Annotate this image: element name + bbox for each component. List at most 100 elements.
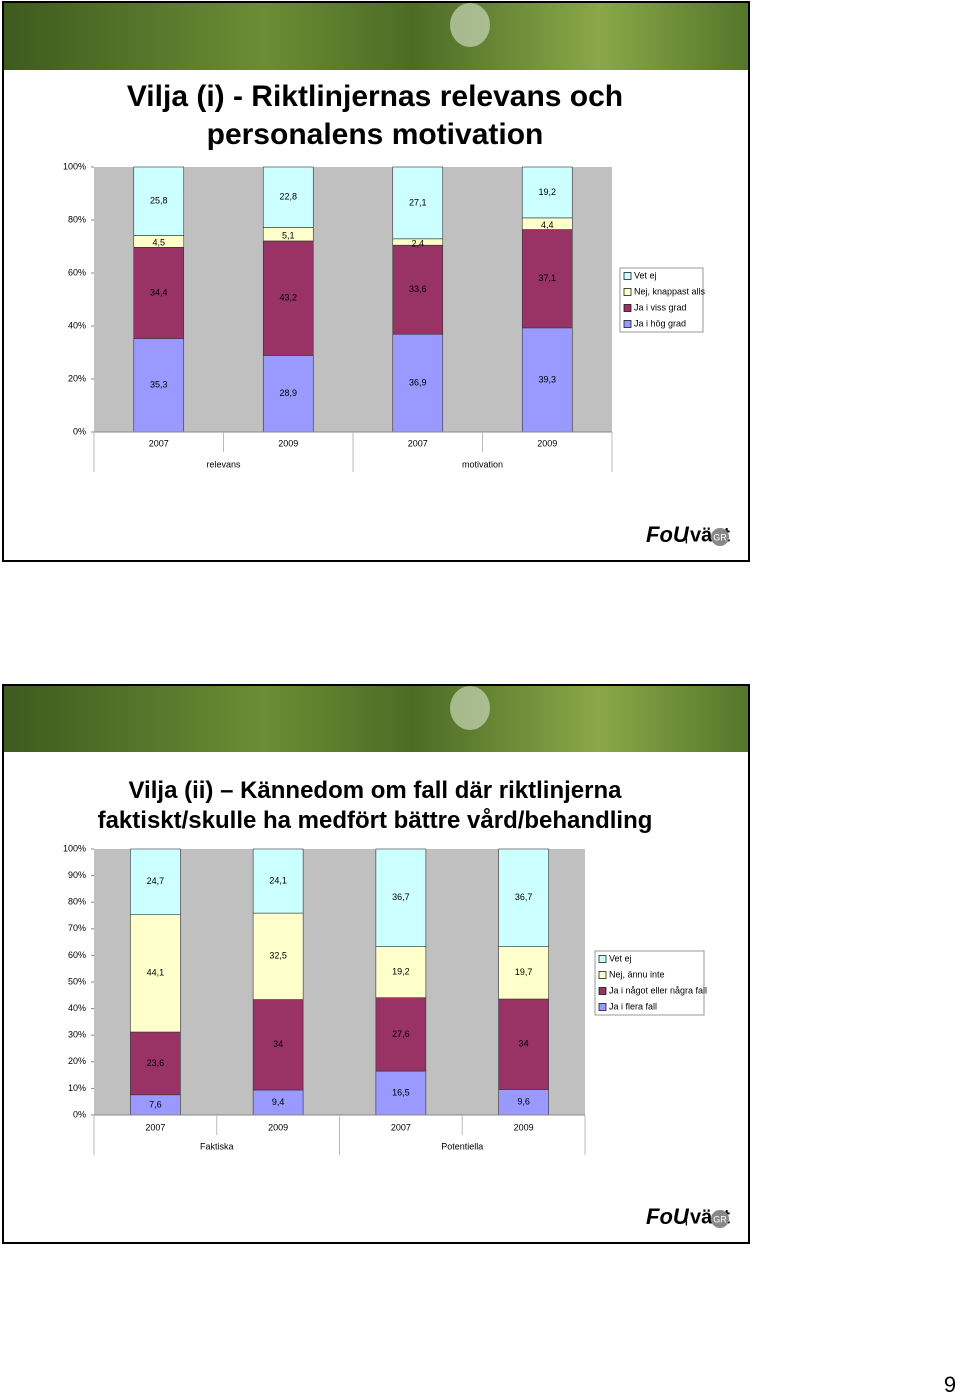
value-label: 37,1 bbox=[538, 273, 556, 283]
value-label: 32,5 bbox=[269, 951, 287, 961]
page-number: 9 bbox=[944, 1372, 956, 1395]
value-label: 33,6 bbox=[409, 284, 427, 294]
value-label: 19,2 bbox=[392, 967, 410, 977]
value-label: 24,7 bbox=[147, 876, 165, 886]
bar-segment bbox=[392, 244, 444, 335]
value-label: 5,1 bbox=[282, 231, 295, 241]
value-label: 28,9 bbox=[279, 388, 297, 398]
y-tick-label: 80% bbox=[68, 897, 86, 907]
bar-segment bbox=[498, 946, 549, 1000]
value-label: 4,4 bbox=[541, 220, 554, 230]
value-label: 4,5 bbox=[152, 238, 165, 248]
y-tick-label: 50% bbox=[68, 976, 86, 986]
logo-badge: GR bbox=[713, 532, 727, 542]
value-label: 27,1 bbox=[409, 197, 427, 207]
x-tick-label: 2009 bbox=[268, 1122, 288, 1132]
legend-swatch bbox=[598, 971, 607, 979]
legend-box bbox=[594, 950, 705, 1016]
x-tick-label: 2007 bbox=[145, 1122, 165, 1132]
value-label: 34,4 bbox=[150, 287, 168, 297]
legend-swatch bbox=[623, 320, 632, 328]
legend-swatch bbox=[623, 304, 632, 312]
value-label: 9,4 bbox=[272, 1097, 285, 1107]
value-label: 7,6 bbox=[149, 1099, 162, 1109]
bar-segment bbox=[133, 246, 185, 339]
drop bbox=[450, 686, 490, 730]
value-label: 43,2 bbox=[279, 293, 297, 303]
y-tick-label: 100% bbox=[63, 161, 86, 171]
group-label: Potentiella bbox=[441, 1141, 483, 1151]
x-tick-label: 2009 bbox=[537, 438, 557, 448]
value-label: 2,4 bbox=[411, 238, 424, 248]
y-tick-label: 0% bbox=[73, 426, 86, 436]
bar-segment bbox=[375, 997, 427, 1072]
legend-swatch bbox=[598, 1003, 607, 1011]
logo-badge-bg bbox=[711, 1210, 729, 1228]
y-tick-label: 20% bbox=[68, 1056, 86, 1066]
slide-title: Vilja (i) - Riktlinjernas relevans och p… bbox=[126, 80, 624, 151]
legend-label: Nej, knappast alls bbox=[634, 286, 706, 296]
y-tick-label: 90% bbox=[68, 870, 86, 880]
y-tick-label: 60% bbox=[68, 950, 86, 960]
value-label: 39,3 bbox=[538, 374, 556, 384]
logo-i: i bbox=[685, 536, 688, 547]
y-tick-label: 70% bbox=[68, 923, 86, 933]
logo: FoU i väst GR bbox=[646, 1204, 730, 1229]
value-label: 36,9 bbox=[409, 377, 427, 387]
bar-segment bbox=[252, 912, 304, 1000]
value-label: 35,3 bbox=[150, 380, 168, 390]
legend-label: Ja i hög grad bbox=[634, 318, 686, 328]
value-label: 36,7 bbox=[515, 892, 533, 902]
legend-label: Ja i viss grad bbox=[634, 302, 687, 312]
bar-segment bbox=[133, 166, 185, 236]
logo-badge: GR bbox=[713, 1214, 727, 1224]
y-tick-label: 0% bbox=[73, 1109, 86, 1119]
x-tick-label: 2009 bbox=[278, 438, 298, 448]
slide-title: Vilja (ii) – Kännedom om fall där riktli… bbox=[97, 777, 653, 834]
y-tick-label: 20% bbox=[68, 373, 86, 383]
bar-segment bbox=[262, 355, 314, 433]
group-label: relevans bbox=[206, 459, 241, 469]
value-label: 24,1 bbox=[269, 875, 287, 885]
value-label: 19,2 bbox=[538, 187, 556, 197]
group-label: motivation bbox=[462, 459, 503, 469]
y-tick-label: 40% bbox=[68, 320, 86, 330]
value-label: 34 bbox=[519, 1039, 529, 1049]
bar-segment bbox=[252, 999, 304, 1091]
y-tick-label: 100% bbox=[63, 843, 86, 853]
legend-label: Nej, ännu inte bbox=[609, 969, 665, 979]
legend-swatch bbox=[598, 955, 607, 963]
y-tick-label: 10% bbox=[68, 1083, 86, 1093]
bar-segment bbox=[375, 848, 427, 947]
value-label: 16,5 bbox=[392, 1087, 410, 1097]
bar-segment bbox=[392, 166, 444, 240]
value-label: 27,6 bbox=[392, 1029, 410, 1039]
logo-badge-bg bbox=[711, 528, 729, 546]
x-tick-label: 2007 bbox=[149, 438, 169, 448]
value-label: 9,6 bbox=[517, 1097, 530, 1107]
legend-label: Ja i något eller några fall bbox=[609, 985, 707, 995]
bar-segment bbox=[130, 914, 181, 1033]
bar-segment bbox=[375, 946, 427, 998]
y-tick-label: 60% bbox=[68, 267, 86, 277]
logo-name: FoU bbox=[646, 522, 690, 547]
bar-segment bbox=[252, 1089, 304, 1116]
legend-swatch bbox=[623, 288, 632, 296]
value-label: 19,7 bbox=[515, 967, 533, 977]
bar-segment bbox=[521, 166, 573, 219]
drop bbox=[450, 3, 490, 47]
bar-segment bbox=[498, 848, 549, 947]
legend-label: Ja i flera fall bbox=[609, 1001, 657, 1011]
value-label: 34 bbox=[273, 1039, 283, 1049]
legend-label: Vet ej bbox=[634, 270, 657, 280]
value-label: 36,7 bbox=[392, 892, 410, 902]
value-label: 23,6 bbox=[147, 1058, 165, 1068]
legend-box bbox=[619, 267, 704, 333]
value-label: 25,8 bbox=[150, 196, 168, 206]
bar-segment bbox=[130, 848, 181, 916]
y-tick-label: 80% bbox=[68, 214, 86, 224]
bar-segment bbox=[521, 229, 573, 329]
bar-segment bbox=[252, 848, 304, 914]
value-label: 22,8 bbox=[279, 192, 297, 202]
header-photo bbox=[4, 3, 748, 70]
